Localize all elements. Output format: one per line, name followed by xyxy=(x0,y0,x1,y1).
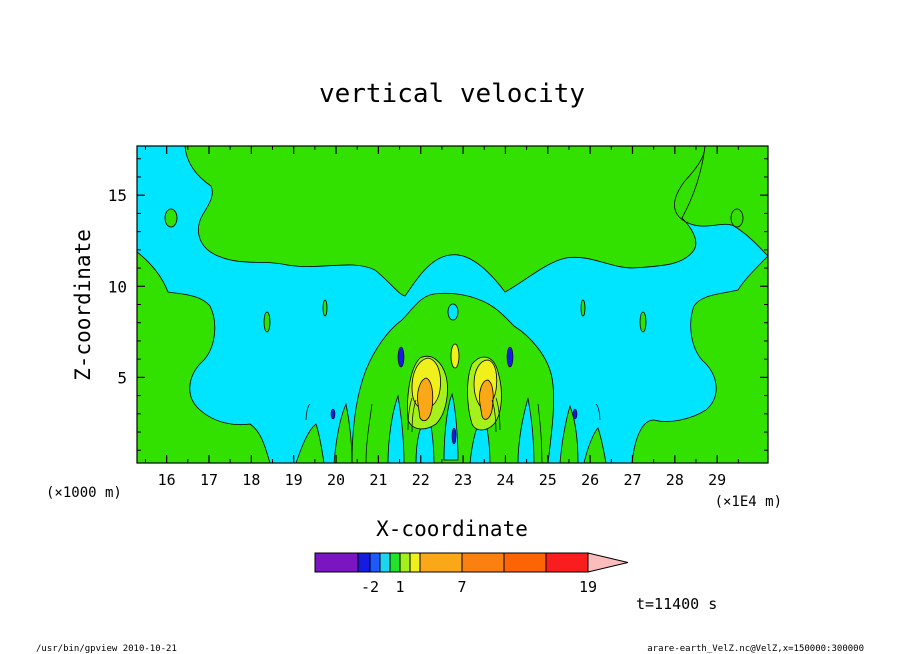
y-axis: 5 10 15 xyxy=(108,158,768,451)
colorbar xyxy=(314,552,629,573)
colorbar-segment xyxy=(389,552,401,573)
x-axis-label: X-coordinate xyxy=(376,517,528,541)
x-tick-label: 21 xyxy=(369,471,387,489)
footer-right: arare-earth_VelZ.nc@VelZ,x=150000:300000 xyxy=(647,644,864,654)
colorbar-label: 19 xyxy=(579,578,597,596)
contour-green-col-1 xyxy=(295,423,325,463)
contour-right-green xyxy=(631,255,768,463)
contour-cyan-pocket-6 xyxy=(447,303,459,321)
colorbar-segment xyxy=(369,552,381,573)
x-tick-label: 26 xyxy=(581,471,599,489)
y-tick-label: 5 xyxy=(117,368,127,387)
colorbar-labels: -2 1 7 19 xyxy=(361,578,597,596)
y-tick-label: 15 xyxy=(108,186,127,205)
chart-title: vertical velocity xyxy=(319,79,585,109)
x-unit-right: (×1E4 m) xyxy=(715,494,782,510)
colorbar-segment xyxy=(409,552,421,573)
colorbar-segment xyxy=(419,552,463,573)
contour-green-island-2 xyxy=(730,208,744,228)
contour-blue-spot-5 xyxy=(572,408,578,420)
contour-green-island-6 xyxy=(580,299,586,317)
x-tick-label: 18 xyxy=(242,471,260,489)
x-unit-left: (×1000 m) xyxy=(46,485,122,501)
x-tick-label: 25 xyxy=(539,471,557,489)
x-tick-label: 28 xyxy=(666,471,684,489)
x-tick-label: 29 xyxy=(708,471,726,489)
contour-green-col-2 xyxy=(333,402,353,463)
time-label: t=11400 s xyxy=(636,595,717,613)
contour-blue-spot-4 xyxy=(330,408,336,420)
x-tick-label: 20 xyxy=(327,471,345,489)
contour-center-green xyxy=(351,292,555,463)
x-tick-label: 17 xyxy=(200,471,218,489)
x-tick-label: 19 xyxy=(285,471,303,489)
contour-green-col-4 xyxy=(583,427,607,463)
contour-left-green xyxy=(137,251,271,463)
colorbar-label: 7 xyxy=(457,578,466,596)
footer-left: /usr/bin/gpview 2010-10-21 xyxy=(36,644,177,654)
contour-orange-left xyxy=(417,377,434,422)
y-tick-label: 10 xyxy=(108,277,127,296)
colorbar-segment xyxy=(399,552,411,573)
x-tick-label: 23 xyxy=(454,471,472,489)
x-tick-label: 24 xyxy=(496,471,514,489)
x-axis: 16 17 18 19 20 21 22 23 24 25 26 27 28 29 xyxy=(144,146,739,489)
contour-green-island-5 xyxy=(322,299,328,317)
colorbar-segment xyxy=(503,552,547,573)
colorbar-label: 1 xyxy=(395,578,404,596)
contour-upper-green xyxy=(184,146,768,297)
contour-blue-spot-2 xyxy=(506,346,514,368)
contour-green-island-3 xyxy=(263,311,271,333)
contour-cyan-pocket-4 xyxy=(387,394,405,463)
y-axis-label: Z-coordinate xyxy=(71,229,95,381)
contour-blue-spot-3 xyxy=(451,427,457,445)
contour-green-island-1 xyxy=(164,208,178,228)
x-tick-label: 27 xyxy=(623,471,641,489)
x-tick-label: 16 xyxy=(158,471,176,489)
colorbar-label: -2 xyxy=(361,578,379,596)
plot-area xyxy=(137,146,768,463)
colorbar-segment xyxy=(545,552,589,573)
contour-green-col-3 xyxy=(559,404,579,463)
colorbar-segment xyxy=(357,552,371,573)
colorbar-segment xyxy=(314,552,359,573)
colorbar-segment xyxy=(461,552,505,573)
contour-cyan-pocket-5 xyxy=(517,397,535,463)
contour-blue-spot-1 xyxy=(397,346,405,368)
contour-orange-right xyxy=(479,379,494,420)
contour-fine-lines xyxy=(305,397,601,463)
colorbar-segment xyxy=(379,552,391,573)
contour-green-island-4 xyxy=(639,311,647,333)
x-tick-label: 22 xyxy=(412,471,430,489)
colorbar-arrow xyxy=(587,552,629,573)
contour-yellow-top xyxy=(450,343,460,369)
